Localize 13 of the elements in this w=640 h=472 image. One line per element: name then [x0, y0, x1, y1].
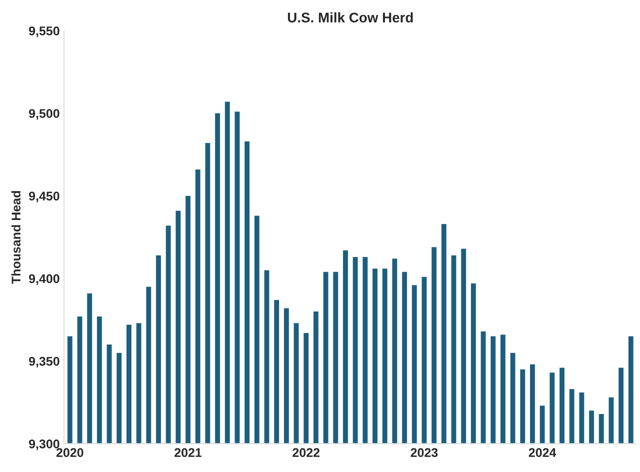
y-tick-label: 9,350	[28, 356, 60, 368]
x-tick-label: 2020	[56, 448, 84, 458]
y-tick-label: 9,300	[28, 439, 60, 450]
x-tick-label: 2024	[528, 448, 556, 458]
y-tick-label: 9,500	[28, 109, 60, 120]
y-axis-title: Thousand Head	[11, 191, 21, 284]
y-tick-label: 9,450	[28, 192, 60, 202]
x-tick-label: 2022	[292, 448, 320, 458]
y-tick-label: 9,400	[28, 274, 60, 285]
x-tick-label: 2023	[410, 448, 438, 458]
x-tick-label: 2021	[174, 448, 202, 458]
y-tick-label: 9,550	[28, 26, 60, 38]
chart-title: U.S. Milk Cow Herd	[288, 12, 413, 22]
